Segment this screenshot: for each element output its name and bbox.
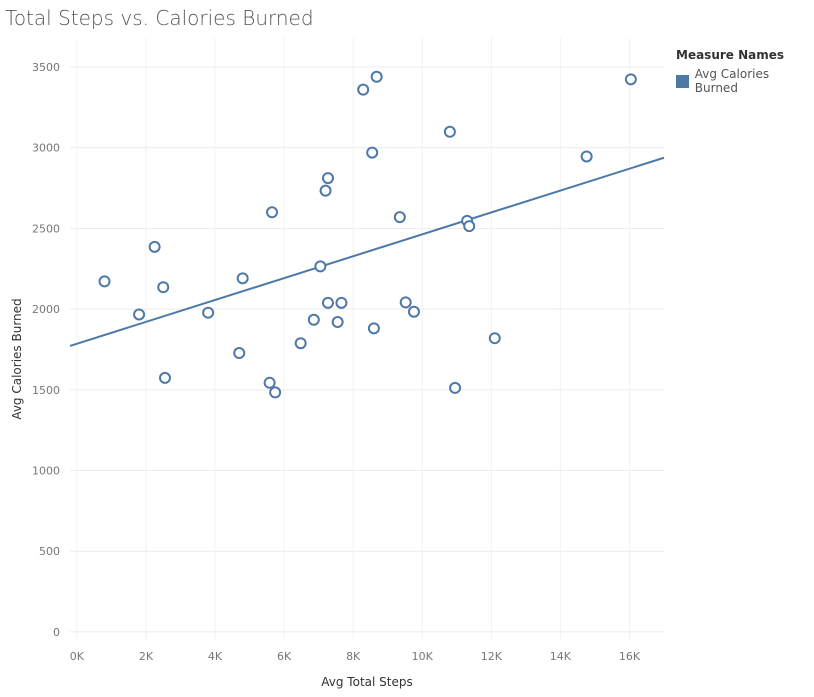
data-point[interactable] [357, 83, 370, 96]
data-point[interactable] [236, 272, 249, 285]
x-axis-title: Avg Total Steps [321, 675, 412, 689]
trend-line[interactable] [69, 156, 665, 347]
x-tick-label: 10K [412, 650, 434, 663]
data-points [98, 70, 637, 399]
legend-title: Measure Names [676, 48, 785, 62]
data-point[interactable] [407, 305, 420, 318]
legend-swatch [676, 74, 689, 88]
legend: Measure Names Avg Calories Burned [676, 48, 814, 95]
trend-line-group [69, 156, 665, 347]
data-point[interactable] [314, 260, 327, 273]
y-tick-label: 1000 [32, 465, 60, 478]
x-tick-label: 0K [70, 650, 85, 663]
x-tick-label: 6K [277, 650, 292, 663]
x-tick-label: 14K [550, 650, 572, 663]
data-point[interactable] [370, 70, 383, 83]
x-tick-labels: 0K 2K 4K 6K 8K 10K 12K 14K 16K [70, 650, 641, 663]
data-point[interactable] [367, 322, 380, 335]
x-tick-label: 12K [481, 650, 503, 663]
y-tick-label: 3500 [32, 61, 60, 74]
data-point[interactable] [266, 206, 279, 219]
y-tick-label: 1500 [32, 384, 60, 397]
data-point[interactable] [233, 347, 246, 360]
data-point[interactable] [133, 308, 146, 321]
data-point[interactable] [307, 313, 320, 326]
data-point[interactable] [321, 172, 334, 185]
x-tick-label: 2K [139, 650, 154, 663]
data-point[interactable] [294, 337, 307, 350]
gridlines [70, 38, 664, 640]
data-point[interactable] [202, 306, 215, 319]
data-point[interactable] [580, 150, 593, 163]
x-tick-label: 4K [208, 650, 223, 663]
y-tick-label: 2000 [32, 303, 60, 316]
legend-item-label: Avg Calories Burned [694, 67, 770, 95]
y-tick-label: 2500 [32, 222, 60, 235]
data-point[interactable] [393, 211, 406, 224]
legend-item-avg-calories[interactable]: Avg Calories Burned [676, 67, 814, 95]
x-tick-label: 8K [346, 650, 361, 663]
data-point[interactable] [463, 220, 476, 233]
y-axis-title: Avg Calories Burned [10, 298, 24, 419]
data-point[interactable] [624, 73, 637, 86]
x-tick-label: 16K [619, 650, 641, 663]
y-tick-labels: 0 500 1000 1500 2000 2500 3000 3500 [32, 61, 60, 639]
data-point[interactable] [399, 296, 412, 309]
data-point[interactable] [157, 281, 170, 294]
data-point[interactable] [158, 371, 171, 384]
data-point[interactable] [331, 316, 344, 329]
data-point[interactable] [449, 381, 462, 394]
data-point[interactable] [269, 386, 282, 399]
data-point[interactable] [321, 296, 334, 309]
y-tick-label: 500 [39, 545, 60, 558]
data-point[interactable] [98, 275, 111, 288]
data-point[interactable] [263, 376, 276, 389]
data-point[interactable] [319, 184, 332, 197]
y-tick-label: 0 [53, 626, 60, 639]
y-tick-label: 3000 [32, 142, 60, 155]
data-point[interactable] [443, 125, 456, 138]
data-point[interactable] [488, 332, 501, 345]
chart-title: Total Steps vs. Calories Burned [5, 6, 314, 30]
data-point[interactable] [366, 146, 379, 159]
data-point[interactable] [148, 240, 161, 253]
data-point[interactable] [335, 296, 348, 309]
